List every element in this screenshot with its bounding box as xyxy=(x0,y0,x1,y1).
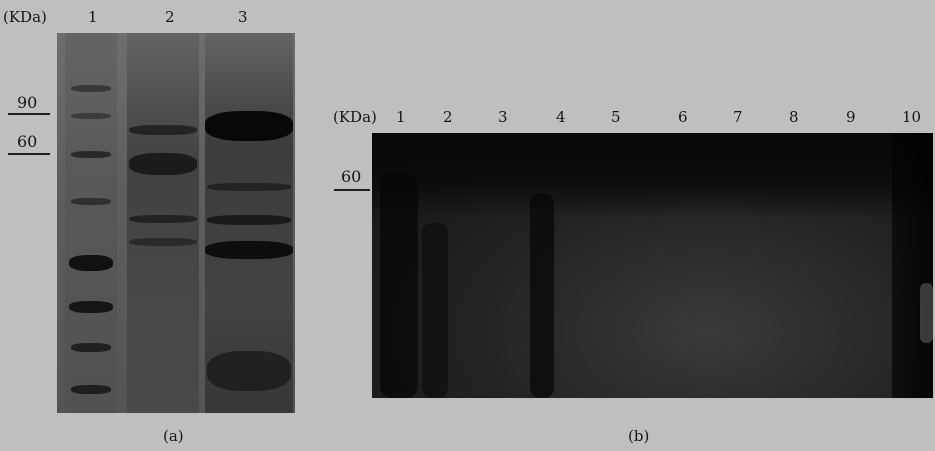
panel-a-lane-2-label: 2 xyxy=(165,8,175,26)
gel-a-lane-1 xyxy=(65,33,117,413)
panel-b-lane-7-label: 7 xyxy=(733,108,743,126)
gel-b-lane-2-smear xyxy=(422,223,448,398)
gel-a-lane-2 xyxy=(127,33,199,413)
gel-b-lane-1-smear xyxy=(380,173,418,398)
gel-a-band xyxy=(129,125,197,135)
panel-b-lane-10-label: 10 xyxy=(902,108,922,126)
panel-a-marker-60-line xyxy=(8,153,50,155)
gel-a-band xyxy=(71,151,111,158)
gel-a-band xyxy=(69,255,113,271)
panel-b-marker-60-line xyxy=(334,189,370,191)
gel-b-right-edge xyxy=(892,133,933,398)
gel-b-smear xyxy=(372,133,933,218)
gel-b-lane-4-smear xyxy=(530,193,554,398)
panel-a-unit-label: (KDa) xyxy=(3,8,47,26)
gel-a-band xyxy=(71,385,111,394)
panel-b-unit-label: (KDa) xyxy=(333,108,377,126)
gel-a-band xyxy=(71,113,111,119)
panel-a-caption: (a) xyxy=(163,427,184,445)
gel-a-band xyxy=(205,241,293,259)
panel-b-lane-4-label: 4 xyxy=(556,108,566,126)
panel-a-marker-90: 90 xyxy=(17,93,38,112)
panel-b-lane-8-label: 8 xyxy=(789,108,799,126)
panel-b-caption: (b) xyxy=(628,427,650,445)
gel-a-lane-3 xyxy=(205,33,293,413)
panel-b-lane-9-label: 9 xyxy=(846,108,856,126)
panel-a-marker-60: 60 xyxy=(17,132,38,151)
gel-a-band xyxy=(71,343,111,352)
gel-a-band xyxy=(71,198,111,205)
gel-a-band xyxy=(207,183,291,191)
panel-b-lane-1-label: 1 xyxy=(396,108,406,126)
gel-a-band xyxy=(129,153,197,175)
gel-a-band xyxy=(69,301,113,313)
panel-a-marker-90-line xyxy=(8,113,50,115)
panel-b-marker-60: 60 xyxy=(341,167,362,186)
panel-a-lane-3-label: 3 xyxy=(238,8,248,26)
panel-b-lane-3-label: 3 xyxy=(498,108,508,126)
panel-a-lane-1-label: 1 xyxy=(88,8,98,26)
gel-image-a xyxy=(57,33,295,413)
gel-a-band xyxy=(207,215,291,225)
gel-a-band xyxy=(71,85,111,92)
gel-a-band xyxy=(129,215,197,223)
panel-b-lane-6-label: 6 xyxy=(678,108,688,126)
panel-b-lane-5-label: 5 xyxy=(611,108,621,126)
gel-image-b xyxy=(372,133,933,398)
gel-a-band xyxy=(129,238,197,246)
gel-a-band xyxy=(205,111,293,141)
gel-b-glow xyxy=(920,283,933,343)
gel-a-band xyxy=(207,351,291,391)
panel-b-lane-2-label: 2 xyxy=(443,108,453,126)
